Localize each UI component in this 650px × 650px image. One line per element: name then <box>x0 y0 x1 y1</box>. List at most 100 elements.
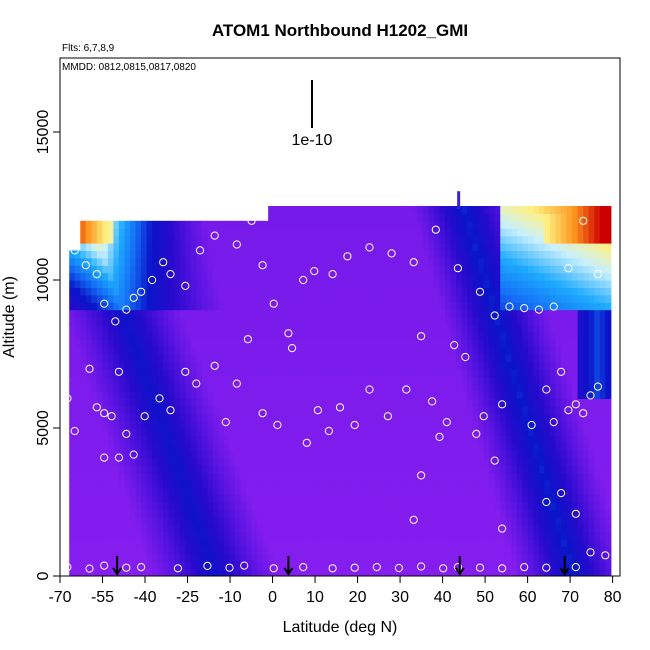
heatmap-cell <box>362 228 369 237</box>
heatmap-cell <box>306 524 313 533</box>
heatmap-cell <box>229 376 236 385</box>
heatmap-cell <box>572 287 579 296</box>
heatmap-cell <box>235 435 242 444</box>
heatmap-cell <box>312 494 319 503</box>
heatmap-cell <box>417 413 424 422</box>
heatmap-cell <box>163 228 170 237</box>
heatmap-cell <box>511 516 518 525</box>
heatmap-cell <box>516 383 523 392</box>
heatmap-cell <box>334 487 341 496</box>
heatmap-cell <box>295 405 302 414</box>
heatmap-cell <box>588 257 595 266</box>
heatmap-cell <box>422 346 430 355</box>
heatmap-cell <box>555 331 562 340</box>
heatmap-cell <box>201 516 208 525</box>
heatmap-cell <box>257 516 264 525</box>
heatmap-cell <box>223 398 231 407</box>
heatmap-cell <box>152 494 159 503</box>
heatmap-cell <box>102 531 109 540</box>
heatmap-cell <box>439 309 446 318</box>
heatmap-cell <box>207 243 214 251</box>
heatmap-cell <box>527 309 535 318</box>
heatmap-cell <box>74 457 81 466</box>
heatmap-cell <box>511 243 518 251</box>
heatmap-cell <box>102 494 109 503</box>
heatmap-cell <box>362 450 369 459</box>
heatmap-cell <box>511 494 518 503</box>
heatmap-cell <box>406 265 413 274</box>
heatmap-cell <box>577 524 584 533</box>
heatmap-cell <box>284 479 291 488</box>
heatmap-cell <box>516 509 523 518</box>
heatmap-cell <box>555 472 562 481</box>
heatmap-cell <box>196 516 203 525</box>
heatmap-cell <box>130 354 137 362</box>
heatmap-cell <box>301 287 308 296</box>
heatmap-cell <box>157 509 164 518</box>
heatmap-cell <box>185 413 192 422</box>
heatmap-cell <box>223 257 231 266</box>
heatmap-cell <box>561 228 568 237</box>
heatmap-cell <box>229 235 236 244</box>
heatmap-cell <box>445 494 452 503</box>
heatmap-cell <box>511 339 518 348</box>
heatmap-cell <box>362 257 369 266</box>
heatmap-cell <box>505 361 512 370</box>
heatmap-cell <box>577 265 584 274</box>
heatmap-cell <box>538 302 546 311</box>
heatmap-cell <box>555 287 562 296</box>
heatmap-cell <box>185 302 192 311</box>
heatmap-cell <box>417 546 424 555</box>
heatmap-cell <box>96 465 103 473</box>
heatmap-cell <box>218 280 225 288</box>
heatmap-cell <box>599 524 606 533</box>
heatmap-cell <box>107 250 115 259</box>
heatmap-cell <box>295 339 302 348</box>
heatmap-cell <box>312 531 319 540</box>
heatmap-cell <box>323 235 330 244</box>
heatmap-cell <box>373 383 380 392</box>
heatmap-cell <box>500 265 507 274</box>
heatmap-cell <box>516 339 523 348</box>
heatmap-cell <box>450 213 457 222</box>
heatmap-cell <box>107 465 115 473</box>
heatmap-cell <box>362 413 369 422</box>
heatmap-cell <box>130 272 137 281</box>
heatmap-cell <box>190 272 197 281</box>
heatmap-cell <box>279 309 286 318</box>
heatmap-cell <box>113 361 120 370</box>
heatmap-cell <box>152 553 159 562</box>
heatmap-cell <box>273 220 280 229</box>
heatmap-cell <box>284 465 291 473</box>
heatmap-cell <box>229 331 236 340</box>
heatmap-cell <box>107 502 115 510</box>
heatmap-cell <box>599 383 606 392</box>
heatmap-cell <box>527 398 535 407</box>
heatmap-cell <box>306 272 313 281</box>
heatmap-cell <box>179 309 186 318</box>
heatmap-cell <box>583 487 590 496</box>
heatmap-cell <box>135 516 142 525</box>
heatmap-cell <box>461 487 468 496</box>
heatmap-cell <box>124 235 131 244</box>
heatmap-cell <box>516 331 523 340</box>
heatmap-cell <box>207 509 214 518</box>
heatmap-cell <box>577 324 584 333</box>
heatmap-cell <box>472 398 479 407</box>
sample-point <box>593 270 603 279</box>
heatmap-cell <box>141 294 148 303</box>
heatmap-cell <box>306 213 313 222</box>
heatmap-cell <box>96 524 103 533</box>
heatmap-cell <box>494 265 501 274</box>
heatmap-cell <box>577 428 584 436</box>
heatmap-cell <box>472 502 479 510</box>
heatmap-cell <box>80 331 87 340</box>
heatmap-cell <box>130 376 137 385</box>
heatmap-cell <box>550 317 557 325</box>
heatmap-cell <box>102 435 109 444</box>
heatmap-cell <box>323 442 330 451</box>
sample-point <box>310 267 319 276</box>
heatmap-cell <box>240 228 247 237</box>
heatmap-cell <box>240 280 247 288</box>
heatmap-cell <box>550 243 557 251</box>
